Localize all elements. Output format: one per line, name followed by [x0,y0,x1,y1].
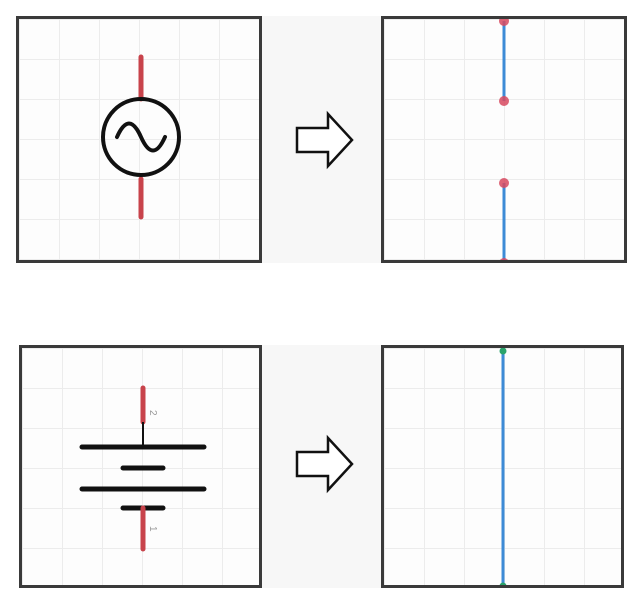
row2-before-panel: 2 1 [19,345,262,588]
node-dot [500,258,508,260]
pin-label-bottom: 1 [147,526,158,532]
row2-gap [262,345,381,588]
row1-after-panel [381,16,627,263]
row1-gap [262,16,381,263]
row1-before-panel [16,16,262,263]
right-arrow-icon [295,434,354,494]
battery-icon [79,444,207,511]
node-dot [499,178,509,188]
node-dot [499,348,507,355]
pin-label-top: 2 [147,410,158,416]
node-dot [499,582,507,585]
node-dot [499,19,509,26]
node-dot [499,96,509,106]
row2-after-panel [381,345,624,588]
ac-voltage-source-icon [101,97,181,177]
right-arrow-icon [295,110,354,170]
